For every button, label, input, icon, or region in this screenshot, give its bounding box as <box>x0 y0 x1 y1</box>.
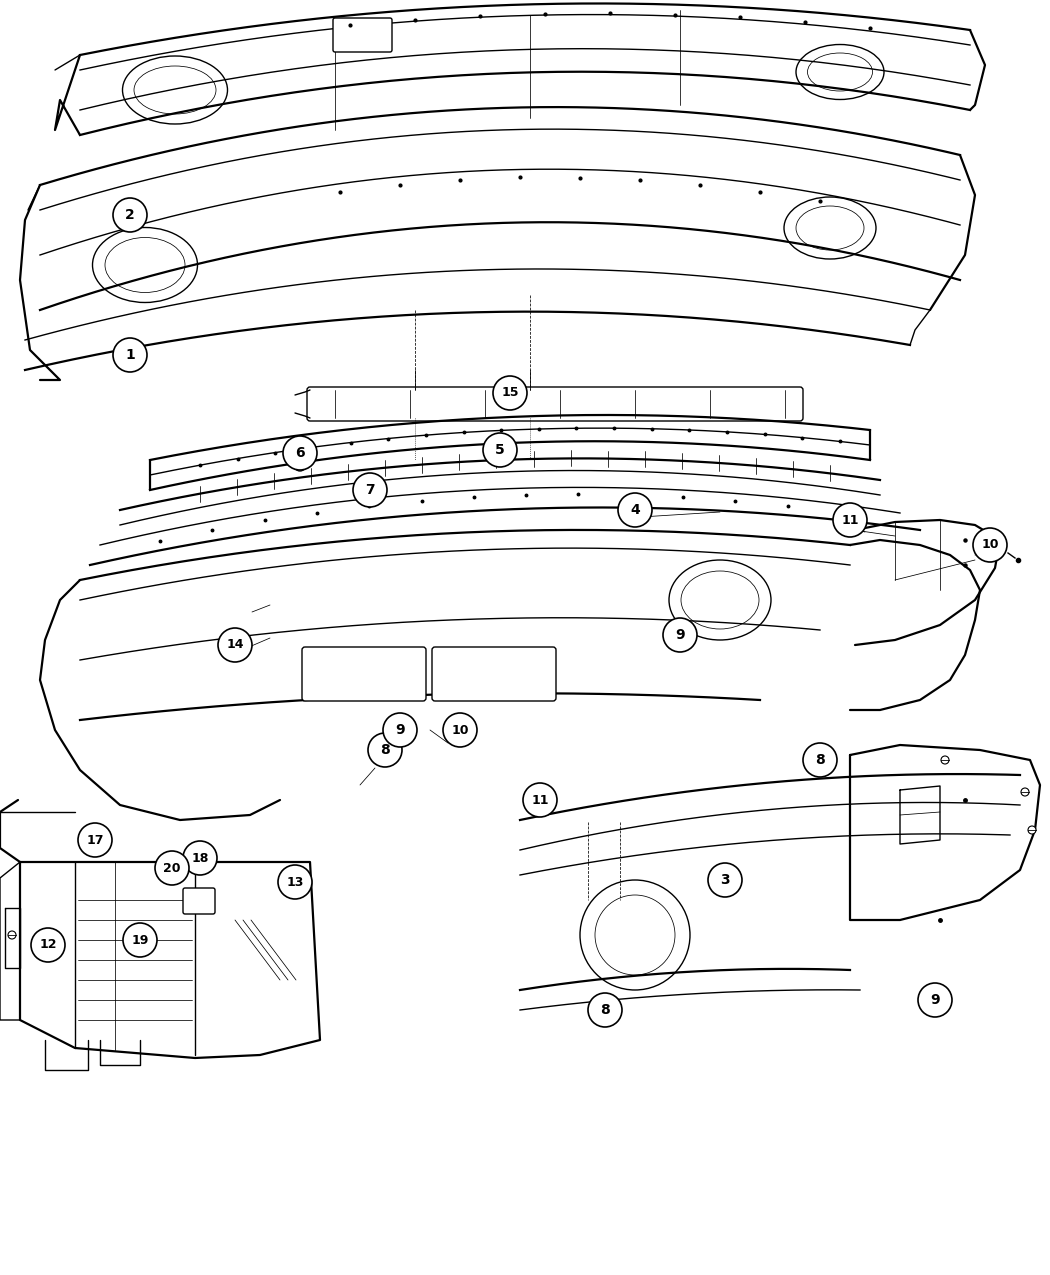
Text: 8: 8 <box>601 1003 610 1017</box>
Text: 11: 11 <box>531 793 549 807</box>
Text: 18: 18 <box>191 852 209 864</box>
Circle shape <box>278 864 312 899</box>
Text: 9: 9 <box>395 723 405 737</box>
Circle shape <box>123 923 158 958</box>
Text: 9: 9 <box>675 629 685 643</box>
Text: 10: 10 <box>452 723 468 737</box>
Text: 13: 13 <box>287 876 303 889</box>
Text: 14: 14 <box>226 639 244 652</box>
Text: 11: 11 <box>841 514 859 527</box>
Circle shape <box>78 822 112 857</box>
Circle shape <box>113 198 147 232</box>
Circle shape <box>368 733 402 768</box>
Circle shape <box>1028 826 1036 834</box>
Text: 17: 17 <box>86 834 104 847</box>
Text: 15: 15 <box>501 386 519 399</box>
Text: 3: 3 <box>720 873 730 887</box>
Text: 8: 8 <box>815 754 825 768</box>
Circle shape <box>218 629 252 662</box>
Text: 5: 5 <box>496 442 505 456</box>
Circle shape <box>443 713 477 747</box>
Circle shape <box>803 743 837 776</box>
Text: 6: 6 <box>295 446 304 460</box>
FancyBboxPatch shape <box>302 646 426 701</box>
Circle shape <box>708 863 742 898</box>
Circle shape <box>663 618 697 652</box>
FancyBboxPatch shape <box>432 646 556 701</box>
Text: 19: 19 <box>131 933 149 946</box>
Circle shape <box>588 993 622 1026</box>
Text: 9: 9 <box>930 993 940 1007</box>
Text: 10: 10 <box>982 538 999 552</box>
Circle shape <box>941 756 949 764</box>
Circle shape <box>1021 788 1029 796</box>
Text: 20: 20 <box>163 862 181 875</box>
Circle shape <box>523 783 556 817</box>
FancyBboxPatch shape <box>183 887 215 914</box>
FancyBboxPatch shape <box>307 388 803 421</box>
Circle shape <box>113 338 147 372</box>
Text: 12: 12 <box>39 938 57 951</box>
Circle shape <box>294 459 306 470</box>
Circle shape <box>353 473 387 507</box>
Text: 2: 2 <box>125 208 134 222</box>
FancyBboxPatch shape <box>333 18 392 52</box>
Circle shape <box>494 376 527 411</box>
Circle shape <box>483 434 517 467</box>
Circle shape <box>8 931 16 938</box>
Text: 1: 1 <box>125 348 134 362</box>
Circle shape <box>918 983 952 1017</box>
Circle shape <box>618 493 652 527</box>
Circle shape <box>383 713 417 747</box>
Circle shape <box>183 842 217 875</box>
Text: 4: 4 <box>630 504 639 516</box>
Text: 8: 8 <box>380 743 390 757</box>
Text: 7: 7 <box>365 483 375 497</box>
Circle shape <box>32 928 65 963</box>
Circle shape <box>155 850 189 885</box>
Circle shape <box>284 436 317 470</box>
Circle shape <box>833 504 867 537</box>
Circle shape <box>973 528 1007 562</box>
